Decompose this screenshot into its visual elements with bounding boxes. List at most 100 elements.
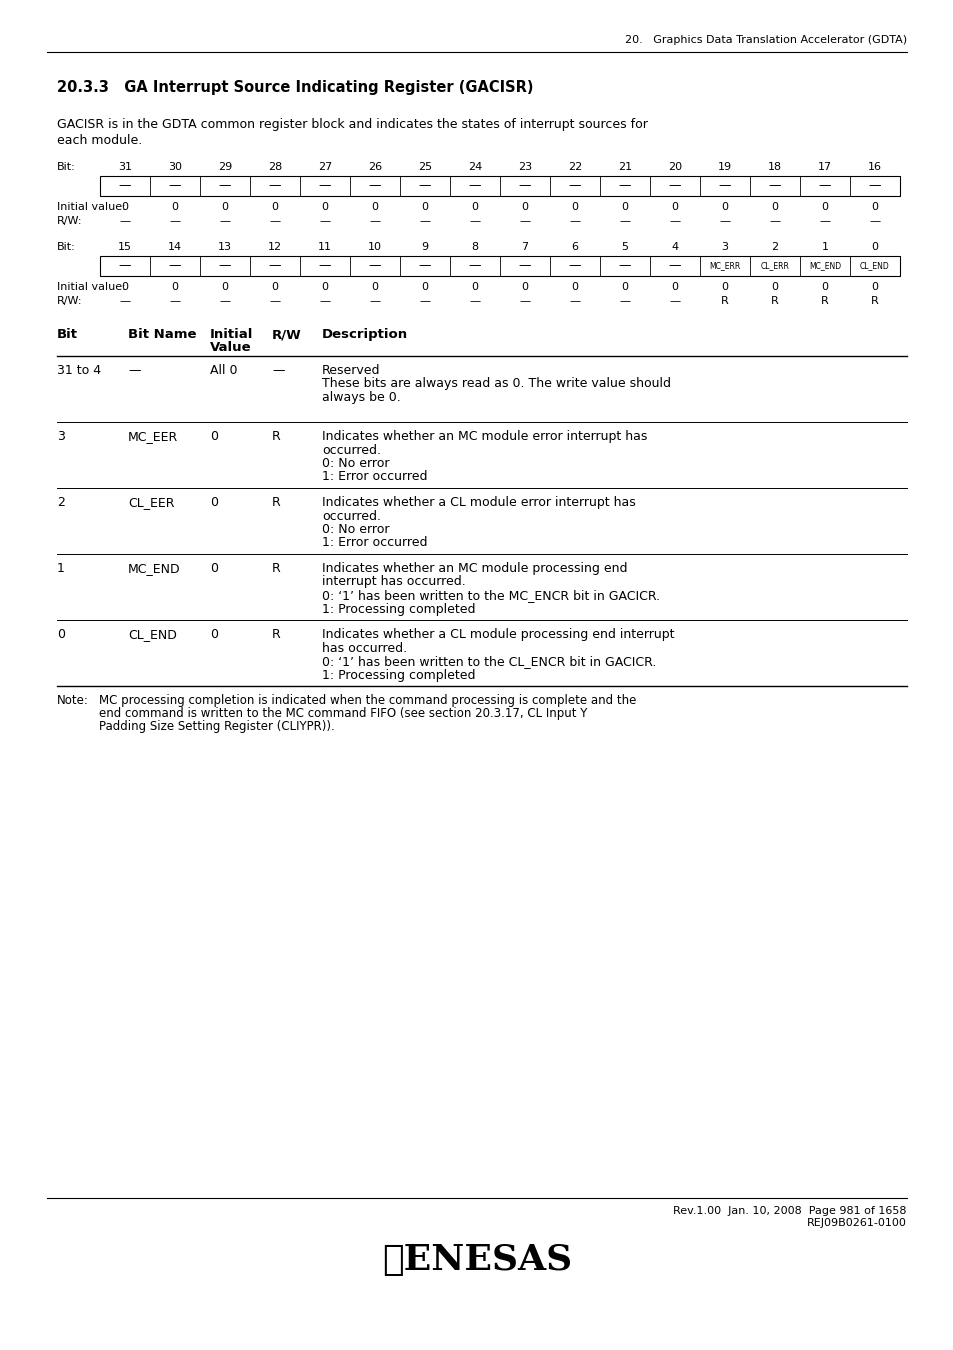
Bar (100, 256, 899, 275)
Text: —: — (369, 296, 380, 306)
Text: Indicates whether an MC module error interrupt has: Indicates whether an MC module error int… (322, 431, 647, 443)
Text: —: — (119, 216, 131, 225)
Text: —: — (618, 296, 630, 306)
Text: —: — (568, 259, 580, 273)
Text: 25: 25 (417, 162, 432, 171)
Text: —: — (669, 296, 679, 306)
Text: R: R (870, 296, 878, 306)
Text: 0: 0 (471, 282, 478, 292)
Text: —: — (128, 364, 140, 377)
Text: —: — (769, 216, 780, 225)
Text: 0: 0 (272, 282, 278, 292)
Text: —: — (618, 259, 631, 273)
Text: 10: 10 (368, 242, 381, 252)
Text: R/W:: R/W: (57, 296, 82, 306)
Text: —: — (468, 180, 480, 193)
Text: 0: 0 (321, 282, 328, 292)
Text: 28: 28 (268, 162, 282, 171)
Text: 0: 0 (172, 282, 178, 292)
Text: 1: 1 (821, 242, 827, 252)
Text: R: R (821, 296, 828, 306)
Text: 0: No error: 0: No error (322, 522, 389, 536)
Text: 0: 0 (421, 282, 428, 292)
Text: —: — (468, 259, 480, 273)
Text: 30: 30 (168, 162, 182, 171)
Text: CL_ERR: CL_ERR (760, 262, 789, 270)
Text: —: — (269, 296, 280, 306)
Text: 0: 0 (571, 202, 578, 212)
Text: 0: ‘1’ has been written to the CL_ENCR bit in GACICR.: 0: ‘1’ has been written to the CL_ENCR b… (322, 655, 656, 668)
Text: Indicates whether a CL module processing end interrupt: Indicates whether a CL module processing… (322, 628, 674, 641)
Text: 20.3.3   GA Interrupt Source Indicating Register (GACISR): 20.3.3 GA Interrupt Source Indicating Re… (57, 80, 533, 94)
Text: 0: 0 (871, 242, 878, 252)
Text: 0: 0 (221, 282, 229, 292)
Text: 0: 0 (521, 282, 528, 292)
Text: Rev.1.00  Jan. 10, 2008  Page 981 of 1658: Rev.1.00 Jan. 10, 2008 Page 981 of 1658 (673, 1206, 906, 1216)
Text: —: — (618, 216, 630, 225)
Text: —: — (668, 259, 680, 273)
Text: —: — (469, 216, 480, 225)
Text: —: — (569, 216, 580, 225)
Text: —: — (118, 180, 132, 193)
Text: 14: 14 (168, 242, 182, 252)
Text: 0: 0 (620, 202, 628, 212)
Text: 11: 11 (317, 242, 332, 252)
Text: 6: 6 (571, 242, 578, 252)
Text: 0: 0 (720, 282, 728, 292)
Text: —: — (319, 216, 331, 225)
Text: 20.   Graphics Data Translation Accelerator (GDTA): 20. Graphics Data Translation Accelerato… (624, 35, 906, 45)
Text: —: — (518, 216, 530, 225)
Text: R: R (770, 296, 778, 306)
Text: 0: 0 (771, 202, 778, 212)
Text: 0: No error: 0: No error (322, 458, 389, 470)
Text: —: — (419, 216, 430, 225)
Text: 2: 2 (771, 242, 778, 252)
Text: each module.: each module. (57, 134, 142, 147)
Text: —: — (269, 180, 281, 193)
Text: —: — (170, 296, 180, 306)
Text: —: — (718, 180, 731, 193)
Text: end command is written to the MC command FIFO (see section 20.3.17, CL Input Y: end command is written to the MC command… (99, 707, 587, 720)
Text: occurred.: occurred. (322, 444, 380, 456)
Text: 1: Error occurred: 1: Error occurred (322, 471, 427, 483)
Text: R: R (272, 562, 280, 575)
Text: 8: 8 (471, 242, 478, 252)
Text: CL_END: CL_END (128, 628, 176, 641)
Text: —: — (318, 259, 331, 273)
Text: Padding Size Setting Register (CLIYPR)).: Padding Size Setting Register (CLIYPR)). (99, 720, 335, 733)
Text: —: — (469, 296, 480, 306)
Text: 29: 29 (217, 162, 232, 171)
Text: Bit: Bit (57, 328, 78, 342)
Text: Bit Name: Bit Name (128, 328, 196, 342)
Text: interrupt has occurred.: interrupt has occurred. (322, 575, 465, 589)
Text: Indicates whether a CL module error interrupt has: Indicates whether a CL module error inte… (322, 495, 635, 509)
Text: Value: Value (210, 342, 252, 354)
Text: —: — (219, 296, 231, 306)
Text: —: — (269, 216, 280, 225)
Text: 0: 0 (821, 282, 827, 292)
Text: 0: 0 (172, 202, 178, 212)
Text: —: — (768, 180, 781, 193)
Text: R: R (720, 296, 728, 306)
Text: 0: 0 (210, 431, 218, 443)
Text: —: — (868, 180, 881, 193)
Text: occurred.: occurred. (322, 509, 380, 522)
Text: 0: 0 (421, 202, 428, 212)
Text: —: — (418, 259, 431, 273)
Text: —: — (419, 296, 430, 306)
Text: 0: 0 (210, 562, 218, 575)
Text: Initial: Initial (210, 328, 253, 342)
Text: Description: Description (322, 328, 408, 342)
Text: 0: 0 (871, 202, 878, 212)
Text: All 0: All 0 (210, 364, 237, 377)
Text: 16: 16 (867, 162, 882, 171)
Text: Initial value:: Initial value: (57, 202, 126, 212)
Text: 15: 15 (118, 242, 132, 252)
Text: 4: 4 (671, 242, 678, 252)
Text: 0: 0 (771, 282, 778, 292)
Text: 1: Error occurred: 1: Error occurred (322, 536, 427, 549)
Text: MC_END: MC_END (128, 562, 180, 575)
Text: 0: 0 (371, 202, 378, 212)
Text: 0: 0 (871, 282, 878, 292)
Text: —: — (569, 296, 580, 306)
